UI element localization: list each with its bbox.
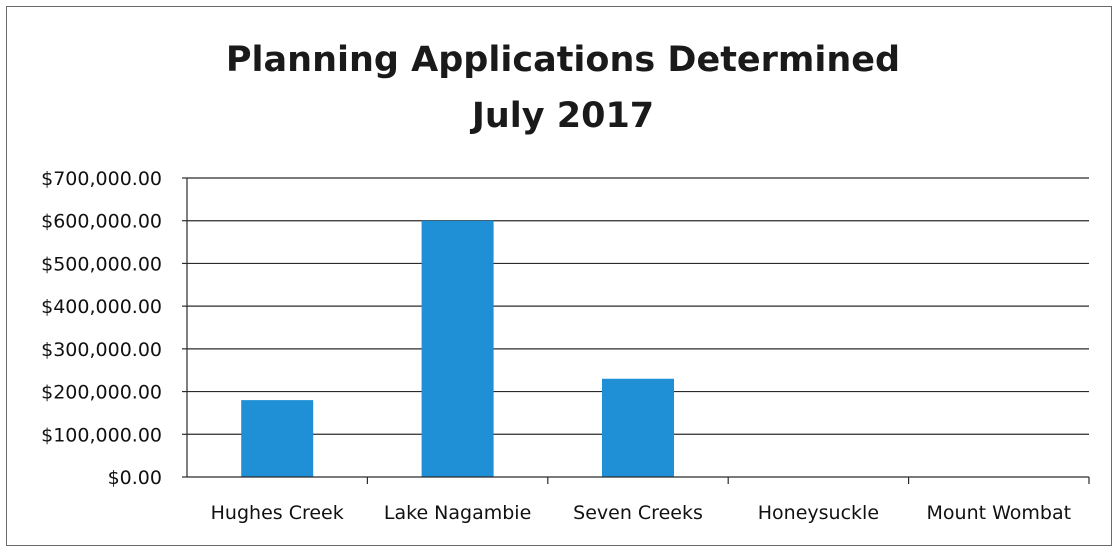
- chart-title-line-1: Planning Applications Determined: [225, 40, 901, 80]
- x-tick-labels: Hughes Creek Lake Nagambie Seven Creeks Hon…: [211, 502, 1071, 524]
- x-tick-label: Lake Nagambie: [384, 502, 531, 524]
- bar: [421, 220, 494, 477]
- bars: [241, 220, 674, 477]
- y-tick-label: $100,000.00: [41, 424, 162, 446]
- y-tick-label: $200,000.00: [41, 382, 162, 404]
- y-tick-label: $700,000.00: [41, 168, 162, 190]
- x-tick-label: Honeysuckle: [758, 502, 879, 524]
- y-tick-label: $400,000.00: [41, 296, 162, 318]
- y-tick-label: $500,000.00: [41, 253, 162, 275]
- y-tick-label: $600,000.00: [41, 211, 162, 233]
- x-tick-label: Hughes Creek: [211, 502, 344, 524]
- bar: [241, 400, 314, 477]
- chart-title-line-2: July 2017: [471, 96, 655, 136]
- x-tick-label: Mount Wombat: [927, 502, 1072, 524]
- x-tick-label: Seven Creeks: [573, 502, 703, 524]
- axes: [182, 177, 1090, 484]
- gridlines: [187, 177, 1089, 435]
- y-tick-labels: $0.00 $100,000.00 $200,000.00 $300,000.00 $4…: [41, 168, 162, 489]
- y-tick-label: $0.00: [108, 467, 162, 489]
- y-tick-label: $300,000.00: [41, 339, 162, 361]
- bar: [602, 378, 674, 477]
- chart-title: Planning Applications Determined July 20…: [0, 32, 1113, 144]
